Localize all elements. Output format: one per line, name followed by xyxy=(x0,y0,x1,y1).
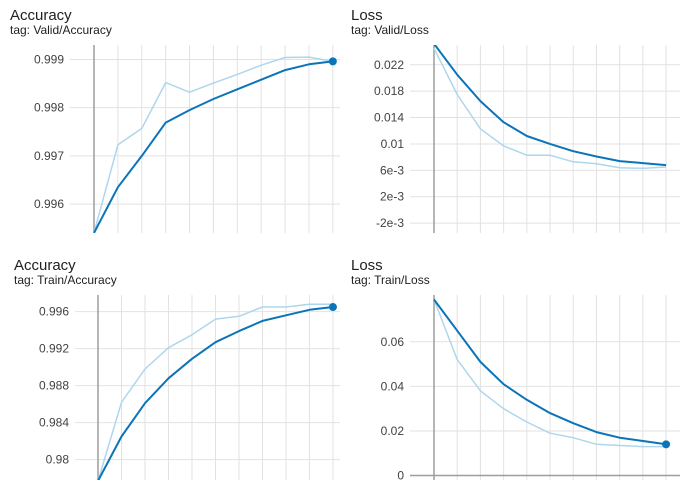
smoothed-series-line xyxy=(97,306,334,480)
smoothed-series-line xyxy=(433,298,667,446)
chart-tag: tag: Train/Accuracy xyxy=(14,273,117,287)
y-tick-label: 0.04 xyxy=(381,379,405,393)
chart-panel-valid-loss: Loss tag: Valid/Loss -2e-3 2e-3 6e-3 0.01 0.… xyxy=(345,0,700,245)
y-tick-label: 0.98 xyxy=(46,453,70,467)
chart-panel-train-accuracy: Accuracy tag: Train/Accuracy 0.98 0.984 0.… xyxy=(0,250,345,499)
y-tick-label: 0.018 xyxy=(374,84,404,98)
y-tick-label: 0.999 xyxy=(34,52,64,66)
y-tick-label: -2e-3 xyxy=(376,216,404,230)
smoothed-series-line xyxy=(93,60,333,233)
chart-title: Loss xyxy=(351,7,383,24)
y-tick-label: 0.06 xyxy=(381,335,405,349)
y-tick-label: 0.014 xyxy=(374,111,404,125)
chart-title: Loss xyxy=(351,257,383,274)
y-tick-label: 0.02 xyxy=(381,424,405,438)
smoothed-series-line xyxy=(433,45,667,167)
y-tick-label: 0.022 xyxy=(374,58,404,72)
y-tick-label: 2e-3 xyxy=(380,190,404,204)
y-tick-label: 0.996 xyxy=(34,197,64,211)
raw-series-line xyxy=(433,299,667,448)
y-tick-label: 0 xyxy=(397,469,404,483)
y-tick-label: 0.998 xyxy=(34,101,64,115)
y-tick-label: 0.997 xyxy=(34,149,64,163)
end-point-marker xyxy=(328,303,337,312)
y-tick-label: 0.01 xyxy=(381,137,405,151)
chart-plot: 0.996 0.997 0.998 0.999 xyxy=(34,45,340,233)
chart-plot: 0 0.02 0.04 0.06 xyxy=(381,295,680,483)
end-point-marker xyxy=(662,440,671,449)
chart-tag: tag: Valid/Loss xyxy=(351,23,429,37)
y-tick-label: 0.984 xyxy=(39,416,69,430)
raw-series-line xyxy=(433,47,667,170)
chart-title: Accuracy xyxy=(14,257,76,274)
y-tick-label: 0.988 xyxy=(39,379,69,393)
y-tick-label: 6e-3 xyxy=(380,163,404,177)
chart-panel-train-loss: Loss tag: Train/Loss 0 0.02 0.04 0.06 xyxy=(345,250,700,499)
chart-title: Accuracy xyxy=(10,7,72,24)
raw-series-line xyxy=(97,303,333,480)
chart-tag: tag: Train/Loss xyxy=(351,273,430,287)
raw-series-line xyxy=(93,56,333,233)
chart-plot: -2e-3 2e-3 6e-3 0.01 0.014 0.018 0.022 xyxy=(374,45,680,233)
chart-tag: tag: Valid/Accuracy xyxy=(10,23,112,37)
y-tick-label: 0.992 xyxy=(39,342,69,356)
chart-plot: 0.98 0.984 0.988 0.992 0.996 xyxy=(39,295,340,480)
end-point-marker xyxy=(328,57,337,66)
y-tick-label: 0.996 xyxy=(39,305,69,319)
chart-panel-valid-accuracy: Accuracy tag: Valid/Accuracy 0.996 0.997 0… xyxy=(0,0,345,245)
